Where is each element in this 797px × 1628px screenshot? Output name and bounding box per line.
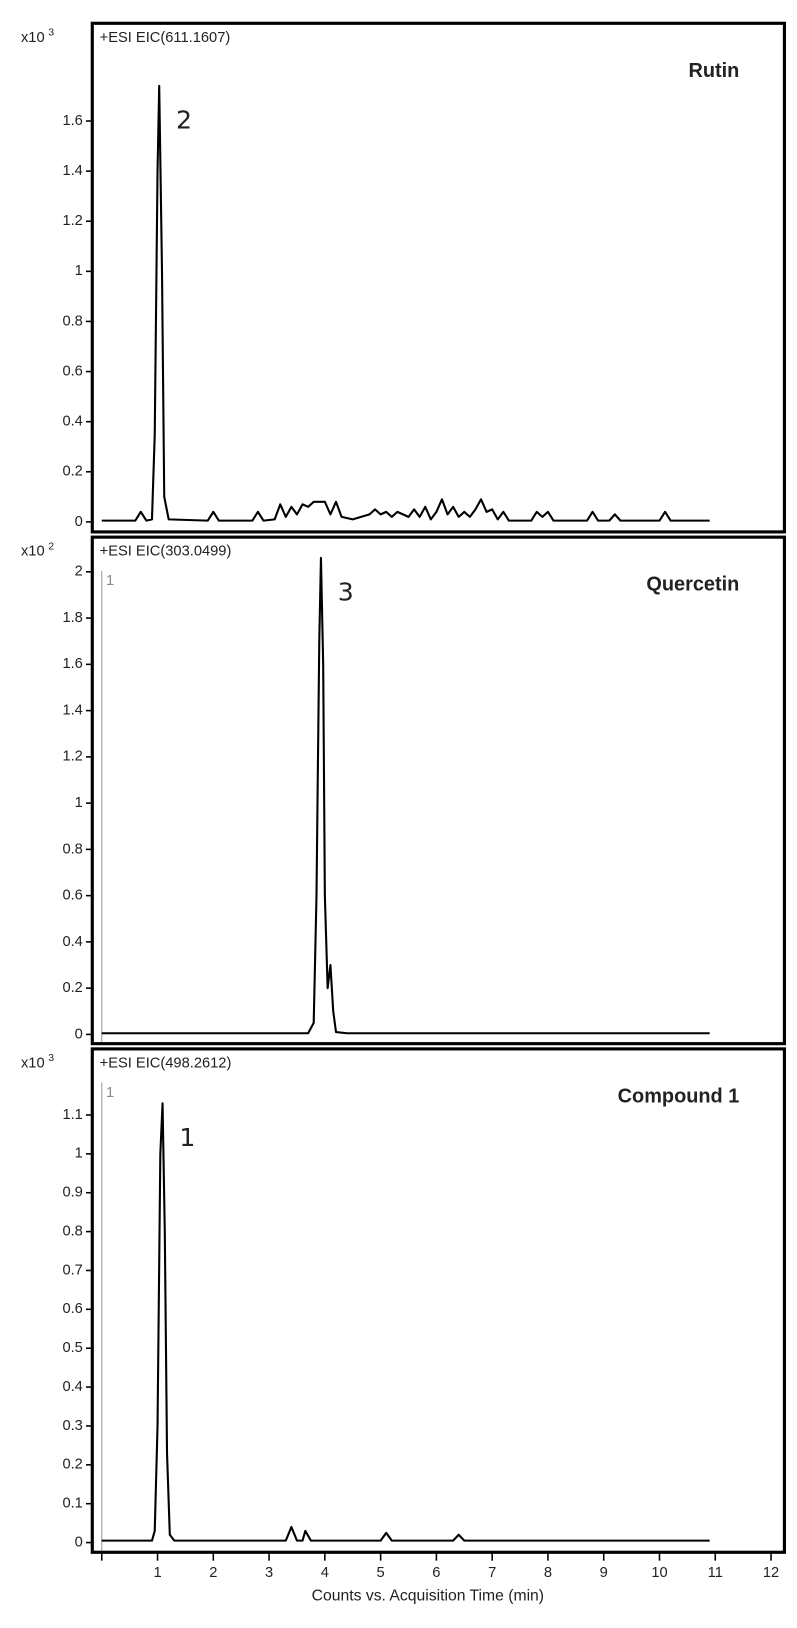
y-tick-label: 0.7	[62, 1262, 82, 1278]
y-tick-label: 1.6	[62, 656, 82, 672]
plot-frame	[90, 535, 786, 1046]
y-tick-label: 0.4	[62, 934, 82, 950]
subtitle: +ESI EIC(611.1607)	[100, 30, 231, 46]
subtitle: +ESI EIC(498.2612)	[100, 1055, 232, 1071]
cursor-label: 1	[106, 1085, 114, 1101]
x-tick-label: 3	[265, 1565, 273, 1581]
plot-frame	[90, 21, 786, 534]
peak-label: 2	[176, 106, 192, 135]
x-tick-label: 9	[600, 1565, 608, 1581]
subtitle: +ESI EIC(303.0499)	[100, 544, 232, 560]
y-tick-label: 0.8	[62, 313, 82, 329]
y-tick-label: 0.8	[62, 841, 82, 857]
y-tick-label: 0.2	[62, 464, 82, 480]
panel-title: Rutin	[688, 60, 739, 82]
y-tick-label: 0	[75, 1534, 83, 1550]
y-scale-label: x10	[21, 30, 45, 46]
y-tick-label: 2	[75, 564, 83, 580]
trace	[101, 1102, 710, 1542]
y-tick-label: 1.4	[62, 702, 82, 718]
y-tick-label: 0.6	[62, 1301, 82, 1317]
y-scale-exponent: 3	[48, 27, 54, 38]
y-tick-label: 0.6	[62, 363, 82, 379]
cursor-label: 1	[106, 573, 114, 589]
y-tick-label: 0.6	[62, 888, 82, 904]
peak-label: 3	[338, 578, 354, 607]
y-tick-label: 0.4	[62, 1379, 82, 1395]
x-tick-label: 11	[708, 1565, 723, 1581]
y-tick-label: 0.8	[62, 1223, 82, 1239]
y-tick-label: 0.9	[62, 1185, 82, 1201]
x-axis-label: Counts vs. Acquisition Time (min)	[312, 1587, 544, 1604]
x-tick-label: 12	[763, 1565, 779, 1581]
x-tick-label: 4	[321, 1565, 329, 1581]
y-tick-label: 1	[75, 795, 83, 811]
panel-title: Quercetin	[646, 574, 739, 596]
y-scale-exponent: 3	[48, 1053, 54, 1064]
panel-title: Compound 1	[618, 1085, 740, 1107]
y-tick-label: 0.2	[62, 980, 82, 996]
y-tick-label: 0	[75, 1026, 83, 1042]
trace	[101, 84, 710, 522]
x-tick-label: 6	[432, 1565, 440, 1581]
y-tick-label: 1.2	[62, 213, 82, 229]
y-tick-label: 0.5	[62, 1340, 82, 1356]
x-tick-label: 5	[377, 1565, 385, 1581]
x-tick-label: 2	[209, 1565, 217, 1581]
y-scale-label: x10	[21, 1055, 45, 1071]
y-tick-label: 0.3	[62, 1418, 82, 1434]
y-tick-label: 1	[75, 263, 83, 279]
peak-label: 1	[179, 1123, 195, 1152]
y-tick-label: 0	[75, 514, 83, 530]
plot-frame	[90, 1047, 786, 1554]
y-tick-label: 0.4	[62, 414, 82, 430]
y-tick-label: 1.2	[62, 749, 82, 765]
x-tick-label: 1	[153, 1565, 161, 1581]
y-scale-label: x10	[21, 544, 45, 560]
y-scale-exponent: 2	[48, 541, 54, 552]
y-tick-label: 1	[75, 1146, 83, 1162]
y-tick-label: 1.4	[62, 163, 82, 179]
trace	[101, 556, 710, 1035]
y-tick-label: 1.6	[62, 113, 82, 129]
y-tick-label: 0.1	[62, 1496, 82, 1512]
x-tick-label: 10	[651, 1565, 667, 1581]
y-tick-label: 1.1	[62, 1107, 82, 1123]
y-tick-label: 1.8	[62, 610, 82, 626]
y-tick-label: 0.2	[62, 1457, 82, 1473]
x-tick-label: 7	[488, 1565, 496, 1581]
x-tick-label: 8	[544, 1565, 552, 1581]
